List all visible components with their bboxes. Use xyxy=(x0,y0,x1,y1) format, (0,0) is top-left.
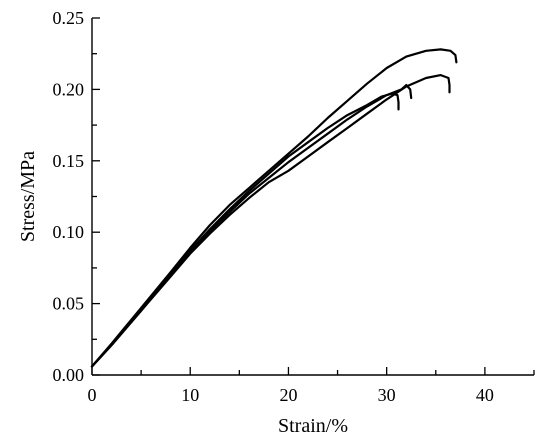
series-line-3 xyxy=(90,84,413,368)
curves-group xyxy=(90,48,458,368)
series-line-2 xyxy=(90,74,451,368)
x-tick-label: 10 xyxy=(181,385,199,405)
y-axis-title: Stress/MPa xyxy=(17,151,39,242)
x-tick-label: 30 xyxy=(378,385,396,405)
y-tick-label: 0.00 xyxy=(53,365,85,385)
y-tick-label: 0.05 xyxy=(53,294,85,314)
y-tick-label: 0.20 xyxy=(53,79,85,99)
series-line-4 xyxy=(90,92,400,368)
x-axis-title: Strain/% xyxy=(278,415,348,437)
y-tick-label: 0.15 xyxy=(53,151,85,171)
x-tick-label: 0 xyxy=(88,385,97,405)
axes-group xyxy=(91,17,535,376)
tick-labels-group: 0 10 20 30 40 0.00 0.05 0.10 0.15 0.20 0.25 xyxy=(53,8,494,405)
series-line-1 xyxy=(90,48,458,368)
x-tick-label: 20 xyxy=(279,385,297,405)
y-tick-label: 0.10 xyxy=(53,222,85,242)
x-tick-label: 40 xyxy=(476,385,494,405)
y-tick-label: 0.25 xyxy=(53,8,85,28)
